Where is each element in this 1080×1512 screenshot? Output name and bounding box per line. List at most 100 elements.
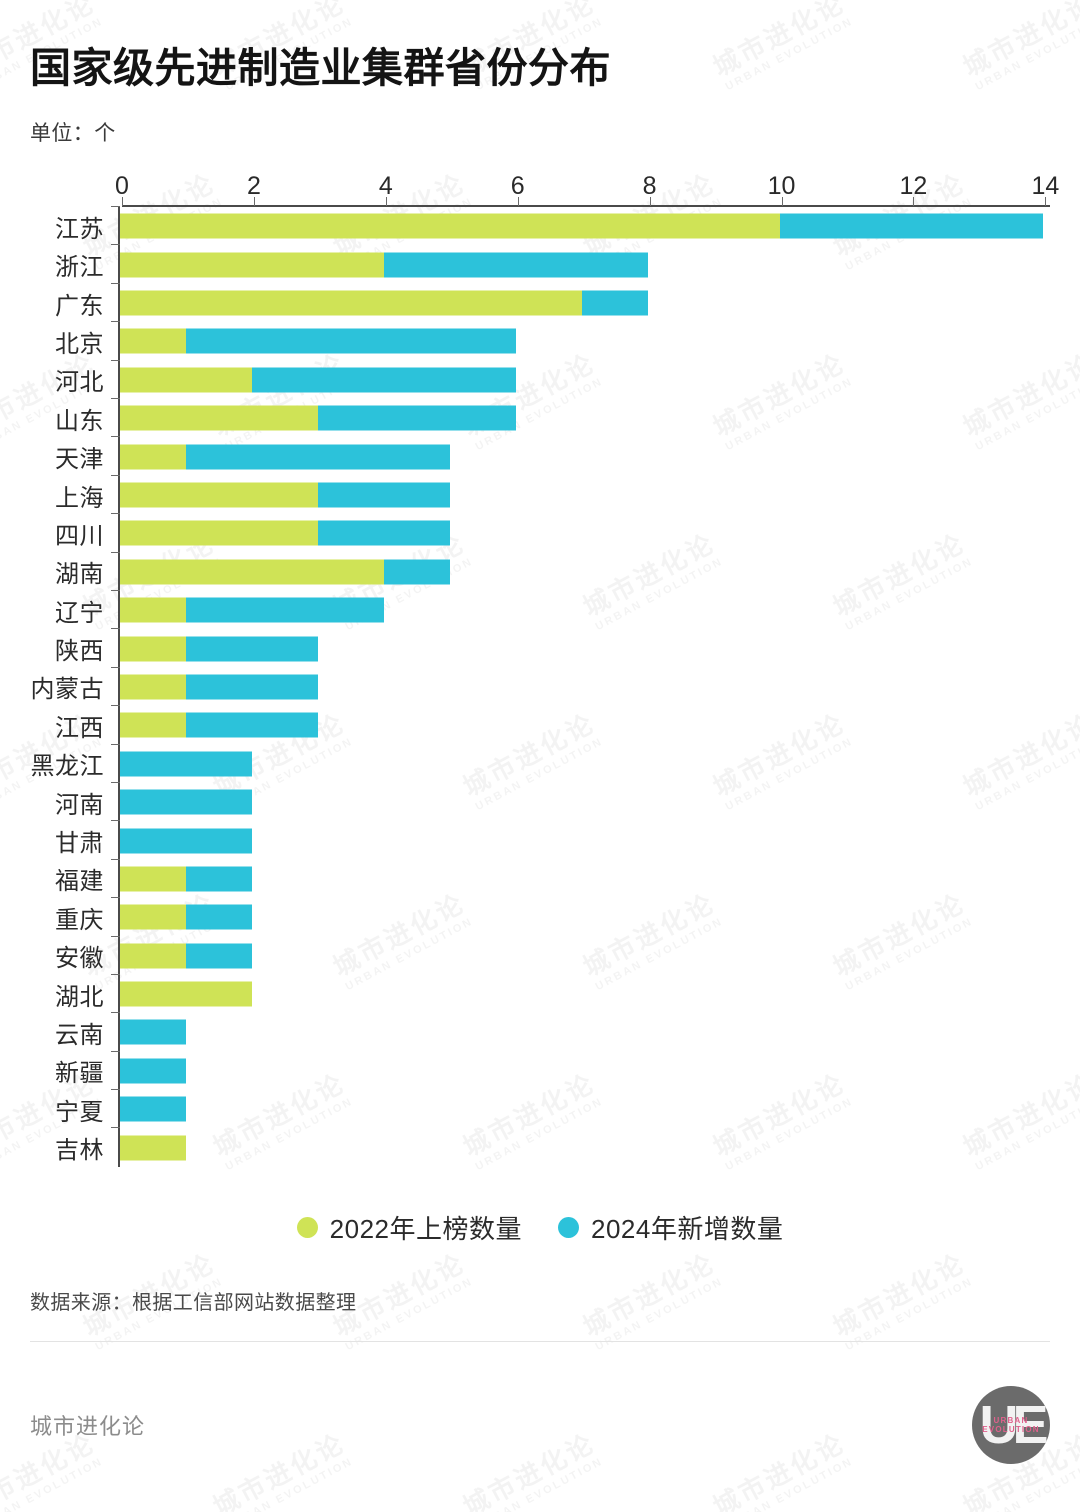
- y-tick-mark: [111, 628, 120, 630]
- bar-segment-series-b[interactable]: [383, 252, 648, 278]
- bar-row[interactable]: 广东: [30, 282, 1050, 323]
- stacked-bar[interactable]: [120, 252, 648, 278]
- legend-item[interactable]: 2022年上榜数量: [296, 1209, 522, 1246]
- bar-segment-series-a[interactable]: [120, 328, 186, 354]
- bar-segment-series-b[interactable]: [185, 636, 318, 662]
- stacked-bar[interactable]: [120, 482, 450, 508]
- bar-segment-series-b[interactable]: [185, 597, 384, 623]
- bar-segment-series-a[interactable]: [120, 367, 252, 393]
- bar-segment-series-b[interactable]: [317, 405, 516, 431]
- bar-row[interactable]: 北京: [30, 321, 1050, 361]
- stacked-bar[interactable]: [120, 943, 252, 969]
- stacked-bar[interactable]: [120, 674, 318, 700]
- bar-segment-series-a[interactable]: [120, 559, 384, 585]
- stacked-bar[interactable]: [120, 1058, 186, 1084]
- bar-row[interactable]: 福建: [30, 858, 1050, 899]
- stacked-bar[interactable]: [120, 405, 516, 431]
- bar-segment-series-a[interactable]: [120, 213, 780, 239]
- stacked-bar[interactable]: [120, 1096, 186, 1122]
- bar-segment-series-a[interactable]: [120, 290, 582, 316]
- bar-segment-series-b[interactable]: [120, 751, 252, 777]
- bar-segment-series-a[interactable]: [120, 444, 186, 470]
- bar-segment-series-a[interactable]: [120, 712, 186, 738]
- bar-row[interactable]: 重庆: [30, 897, 1050, 937]
- bar-segment-series-b[interactable]: [185, 712, 318, 738]
- bar-row[interactable]: 江苏: [30, 206, 1050, 246]
- bar-segment-series-a[interactable]: [120, 482, 318, 508]
- bar-row[interactable]: 辽宁: [30, 590, 1050, 630]
- bar-row[interactable]: 河南: [30, 781, 1050, 822]
- stacked-bar[interactable]: [120, 636, 318, 662]
- bar-segment-series-b[interactable]: [251, 367, 516, 393]
- stacked-bar[interactable]: [120, 1019, 186, 1045]
- bar-segment-series-a[interactable]: [120, 981, 252, 1007]
- bar-segment-series-b[interactable]: [185, 674, 318, 700]
- bar-row[interactable]: 安徽: [30, 935, 1050, 975]
- stacked-bar[interactable]: [120, 981, 252, 1007]
- bar-row[interactable]: 天津: [30, 436, 1050, 476]
- bar-segment-series-a[interactable]: [120, 904, 186, 930]
- bar-segment-series-b[interactable]: [120, 789, 252, 815]
- bar-row[interactable]: 浙江: [30, 244, 1050, 284]
- stacked-bar[interactable]: [120, 213, 1044, 239]
- bar-segment-series-b[interactable]: [120, 1096, 186, 1122]
- bar-row[interactable]: 四川: [30, 513, 1050, 553]
- bar-segment-series-a[interactable]: [120, 597, 186, 623]
- bar-row[interactable]: 湖北: [30, 973, 1050, 1014]
- stacked-bar[interactable]: [120, 828, 252, 854]
- bar-segment-series-a[interactable]: [120, 1135, 186, 1161]
- bar-segment-series-b[interactable]: [383, 559, 450, 585]
- bar-row-label: 重庆: [55, 906, 104, 934]
- bar-row[interactable]: 新疆: [30, 1050, 1050, 1091]
- bar-segment-series-b[interactable]: [185, 943, 252, 969]
- stacked-bar[interactable]: [120, 597, 384, 623]
- bar-row[interactable]: 宁夏: [30, 1089, 1050, 1129]
- bar-segment-series-a[interactable]: [120, 252, 384, 278]
- bar-row[interactable]: 内蒙古: [30, 666, 1050, 707]
- stacked-bar[interactable]: [120, 520, 450, 546]
- bar-row[interactable]: 云南: [30, 1012, 1050, 1052]
- stacked-bar[interactable]: [120, 1135, 186, 1161]
- bar-segment-series-b[interactable]: [185, 444, 450, 470]
- bar-segment-series-b[interactable]: [317, 482, 450, 508]
- bar-segment-series-b[interactable]: [120, 1019, 186, 1045]
- stacked-bar[interactable]: [120, 904, 252, 930]
- bar-row[interactable]: 山东: [30, 398, 1050, 438]
- stacked-bar[interactable]: [120, 290, 648, 316]
- bar-segment-series-b[interactable]: [120, 828, 252, 854]
- bar-segment-series-b[interactable]: [779, 213, 1044, 239]
- bar-segment-series-b[interactable]: [317, 520, 450, 546]
- bar-row[interactable]: 上海: [30, 474, 1050, 515]
- bar-row[interactable]: 河北: [30, 359, 1050, 400]
- bar-row[interactable]: 江西: [30, 705, 1050, 745]
- bar-segment-series-a[interactable]: [120, 520, 318, 546]
- bar-segment-series-b[interactable]: [581, 290, 648, 316]
- bar-segment-series-a[interactable]: [120, 405, 318, 431]
- bar-segment-series-a[interactable]: [120, 943, 186, 969]
- stacked-bar[interactable]: [120, 789, 252, 815]
- bar-segment-series-b[interactable]: [185, 866, 252, 892]
- bar-segment-series-b[interactable]: [185, 904, 252, 930]
- x-tick-label: 2: [246, 172, 261, 201]
- stacked-bar[interactable]: [120, 444, 450, 470]
- stacked-bar[interactable]: [120, 712, 318, 738]
- bar-segment-series-b[interactable]: [120, 1058, 186, 1084]
- bar-segment-series-a[interactable]: [120, 674, 186, 700]
- bar-row-track: [111, 781, 1050, 822]
- bar-row[interactable]: 湖南: [30, 551, 1050, 591]
- bar-segment-series-a[interactable]: [120, 636, 186, 662]
- x-tick-label: 14: [1031, 172, 1060, 201]
- bar-segment-series-a[interactable]: [120, 866, 186, 892]
- bar-segment-series-b[interactable]: [185, 328, 516, 354]
- stacked-bar[interactable]: [120, 559, 450, 585]
- bar-row[interactable]: 黑龙江: [30, 743, 1050, 783]
- bar-row[interactable]: 吉林: [30, 1127, 1050, 1167]
- bar-row[interactable]: 陕西: [30, 628, 1050, 668]
- stacked-bar[interactable]: [120, 328, 516, 354]
- legend-item[interactable]: 2024年新增数量: [558, 1209, 783, 1246]
- stacked-bar[interactable]: [120, 751, 252, 777]
- x-tick-mark: [385, 197, 387, 207]
- bar-row[interactable]: 甘肃: [30, 820, 1050, 860]
- stacked-bar[interactable]: [120, 866, 252, 892]
- stacked-bar[interactable]: [120, 367, 516, 393]
